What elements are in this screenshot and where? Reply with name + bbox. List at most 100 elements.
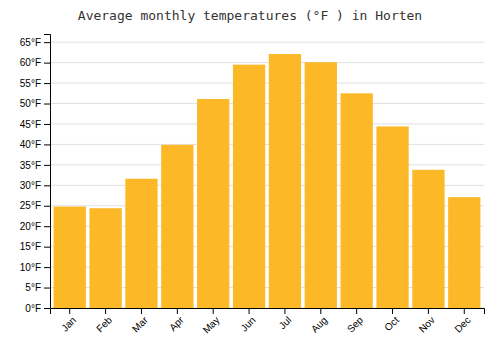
tick-mark <box>44 63 50 64</box>
tick-label: May <box>201 314 222 335</box>
tick-label: 30°F <box>20 180 41 191</box>
grid-line <box>50 164 484 165</box>
tick-label: 20°F <box>20 221 41 232</box>
tick-mark <box>44 42 50 43</box>
tick: Feb <box>94 308 114 334</box>
bar <box>376 126 408 308</box>
tick-label: 40°F <box>20 139 41 150</box>
y-axis: 0°F 5°F 10°F 15°F 20°F 25°F 30°F 35°F 40°F 45°F 50… <box>20 35 51 314</box>
tick-label: 10°F <box>20 262 41 273</box>
tick: 40°F <box>20 139 50 150</box>
tick: 10°F <box>20 262 50 273</box>
tick: 45°F <box>20 119 50 130</box>
bar <box>197 99 229 308</box>
tick-label: Jan <box>59 314 78 333</box>
tick: May <box>201 308 222 336</box>
tick: 5°F <box>25 282 50 293</box>
tick: Sep <box>345 308 366 335</box>
tick-label: 65°F <box>20 37 41 48</box>
tick: 55°F <box>20 78 50 89</box>
tick-mark <box>464 308 465 314</box>
tick: Jan <box>59 308 78 334</box>
tick-mark <box>69 308 70 314</box>
axis-line <box>51 309 485 315</box>
grid-line <box>50 62 484 63</box>
tick-label: 25°F <box>20 200 41 211</box>
tick: Jun <box>238 308 257 334</box>
x-axis: Jan Feb Mar Apr May Jun Jul Aug Sep Oct Nov Dec <box>51 308 485 336</box>
tick: 35°F <box>20 160 50 171</box>
grid-line <box>50 144 484 145</box>
tick: Oct <box>382 308 401 333</box>
tick-label: 55°F <box>20 78 41 89</box>
grid-line <box>50 83 484 84</box>
tick-mark <box>44 267 50 268</box>
grid <box>50 42 484 308</box>
tick-label: Dec <box>452 314 472 334</box>
tick-mark <box>44 308 50 309</box>
tick-label: Mar <box>130 314 150 334</box>
tick: 0°F <box>25 303 50 314</box>
bar <box>448 197 480 308</box>
tick-label: 35°F <box>20 160 41 171</box>
tick: Jul <box>277 308 294 331</box>
tick-mark <box>44 247 50 248</box>
bar <box>89 208 121 308</box>
bar <box>341 93 373 308</box>
tick: 65°F <box>20 37 50 48</box>
chart: 0°F 5°F 10°F 15°F 20°F 25°F 30°F 35°F 40°F 45°F 50… <box>0 0 500 350</box>
tick: 20°F <box>20 221 50 232</box>
tick-mark <box>44 144 50 145</box>
tick-mark <box>105 308 106 314</box>
tick-mark <box>44 206 50 207</box>
tick-mark <box>356 308 357 314</box>
grid-line <box>50 123 484 124</box>
grid-line <box>50 42 484 43</box>
axis-line <box>44 35 51 309</box>
tick-mark <box>44 124 50 125</box>
tick-mark <box>44 185 50 186</box>
tick-mark <box>44 83 50 84</box>
grid-line <box>50 103 484 104</box>
tick-label: Jun <box>238 314 257 333</box>
tick: 15°F <box>20 241 50 252</box>
tick: 50°F <box>20 98 50 109</box>
tick-label: 45°F <box>20 119 41 130</box>
tick-mark <box>428 308 429 314</box>
tick-label: 15°F <box>20 241 41 252</box>
plot: 0°F 5°F 10°F 15°F 20°F 25°F 30°F 35°F 40°F 45°F 50… <box>20 35 485 336</box>
tick: Aug <box>309 308 329 335</box>
title: Average monthly temperatures (°F ) in Ho… <box>78 8 422 23</box>
bar <box>54 207 86 308</box>
tick-mark <box>177 308 178 314</box>
tick-label: Apr <box>167 314 186 333</box>
tick-mark <box>44 226 50 227</box>
tick-label: Oct <box>382 314 401 333</box>
tick: Dec <box>452 308 472 335</box>
bar <box>161 145 193 308</box>
tick: Mar <box>130 308 150 334</box>
tick: Apr <box>167 308 186 333</box>
tick-label: Sep <box>345 314 366 335</box>
tick-label: Nov <box>417 314 437 334</box>
tick-mark <box>284 308 285 314</box>
tick-mark <box>44 104 50 105</box>
bars <box>54 54 481 308</box>
tick-label: 0°F <box>25 303 41 314</box>
tick-mark <box>44 165 50 166</box>
tick-label: 5°F <box>25 282 41 293</box>
tick: 25°F <box>20 200 50 211</box>
tick: 60°F <box>20 57 50 68</box>
tick-mark <box>213 308 214 314</box>
tick: 30°F <box>20 180 50 191</box>
tick-label: Jul <box>277 314 294 331</box>
tick-label: 50°F <box>20 98 41 109</box>
tick-label: 60°F <box>20 57 41 68</box>
tick-label: Aug <box>309 314 329 334</box>
tick-label: Feb <box>94 314 114 334</box>
tick-mark <box>320 308 321 314</box>
bar <box>269 54 301 308</box>
tick-mark <box>141 308 142 314</box>
bar <box>412 170 444 308</box>
bar <box>305 62 337 308</box>
